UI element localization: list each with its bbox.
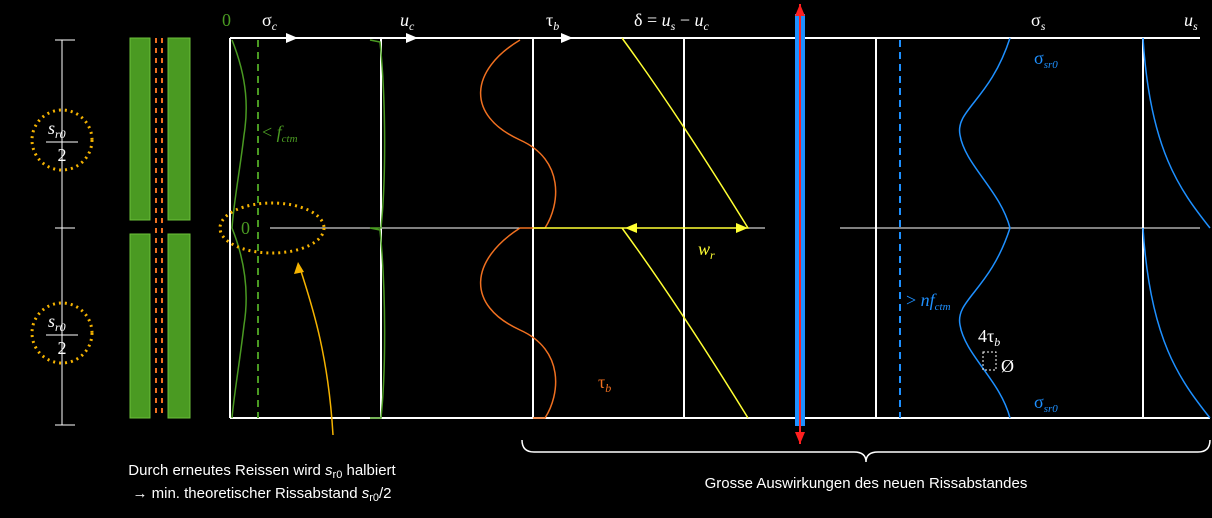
- symbol: 4τ: [978, 326, 994, 346]
- subscript: r: [710, 248, 715, 262]
- annotation: wr: [698, 239, 715, 262]
- fraction-num: sr0: [48, 311, 66, 334]
- axis-label: σc: [262, 10, 278, 33]
- subscript: sr0: [1044, 403, 1059, 415]
- prefix: <: [262, 122, 277, 142]
- annotation: > nfctm: [906, 290, 951, 313]
- caption-text: Durch erneutes Reissen wird: [128, 462, 325, 479]
- axis-label: us: [1184, 10, 1198, 33]
- symbol: u: [662, 10, 671, 30]
- symbol: s: [48, 118, 55, 138]
- annotation: Ø: [1001, 356, 1014, 376]
- axis-label: σs: [1031, 10, 1046, 33]
- symbol: u: [400, 10, 409, 30]
- annotation: τb: [598, 372, 611, 395]
- fraction-den: 2: [58, 338, 67, 358]
- fraction-den: 2: [58, 145, 67, 165]
- pointer-head: [294, 262, 304, 274]
- caption-text: halbiert: [342, 462, 396, 479]
- zero-label: 0: [241, 218, 250, 238]
- dimension: [55, 40, 75, 425]
- u-c-curve: [370, 40, 385, 418]
- pointer: [300, 268, 333, 435]
- caption: Durch erneutes Reissen wird sr0 halbiert: [128, 462, 396, 481]
- arrow: [625, 223, 637, 233]
- symbol: σ: [262, 10, 272, 30]
- subscript: sr0: [1044, 59, 1059, 71]
- symbol: w: [698, 239, 710, 259]
- subscript: b: [605, 381, 611, 395]
- axis-label: δ = us − uc: [634, 10, 709, 33]
- tau-b-curve: [481, 40, 556, 418]
- symbol: u: [1184, 10, 1193, 30]
- caption-text: → min. theoretischer Rissabstand: [132, 485, 361, 502]
- subscript: c: [703, 19, 709, 33]
- symbol: σ: [1034, 48, 1044, 68]
- subscript: ctm: [282, 133, 298, 145]
- subscript: s: [1041, 19, 1046, 33]
- caption: → min. theoretischer Rissabstand sr0/2: [132, 485, 391, 504]
- axis-label: uc: [400, 10, 415, 33]
- annotation: 4τb: [978, 326, 1000, 349]
- subscript: c: [409, 19, 415, 33]
- concrete-element: [130, 38, 190, 418]
- zero-label: 0: [222, 10, 231, 30]
- axis-label: τb: [546, 10, 559, 33]
- subscript: c: [272, 19, 278, 33]
- rebar: [156, 38, 162, 418]
- symbol: s: [48, 311, 55, 331]
- subscript: r0: [55, 127, 66, 141]
- subscript: r0: [369, 492, 379, 504]
- detail-box: [983, 352, 996, 370]
- caption-text: /2: [379, 485, 392, 502]
- subscript: r0: [55, 320, 66, 334]
- symbol: u: [694, 10, 703, 30]
- delta-curve: [533, 38, 748, 418]
- annotation: < fctm: [262, 122, 298, 145]
- symbol: τ: [546, 10, 553, 30]
- symbol: τ: [598, 372, 605, 392]
- annotation: σsr0: [1034, 392, 1058, 415]
- annotation: σsr0: [1034, 48, 1058, 71]
- symbol: σ: [1031, 10, 1041, 30]
- operator: −: [675, 10, 694, 30]
- subscript: b: [994, 335, 1000, 349]
- brace: [522, 440, 1210, 462]
- diagram: sr0 2 sr0 2: [0, 0, 1212, 518]
- subscript: ctm: [935, 301, 951, 313]
- subscript: r0: [333, 469, 343, 481]
- symbol: δ =: [634, 10, 662, 30]
- center-rebar: [795, 4, 805, 444]
- symbol: σ: [1034, 392, 1044, 412]
- fraction-num: sr0: [48, 118, 66, 141]
- caption: Grosse Auswirkungen des neuen Rissabstan…: [705, 475, 1028, 492]
- subscript: b: [553, 19, 559, 33]
- subscript: s: [1193, 19, 1198, 33]
- prefix: >: [906, 290, 921, 310]
